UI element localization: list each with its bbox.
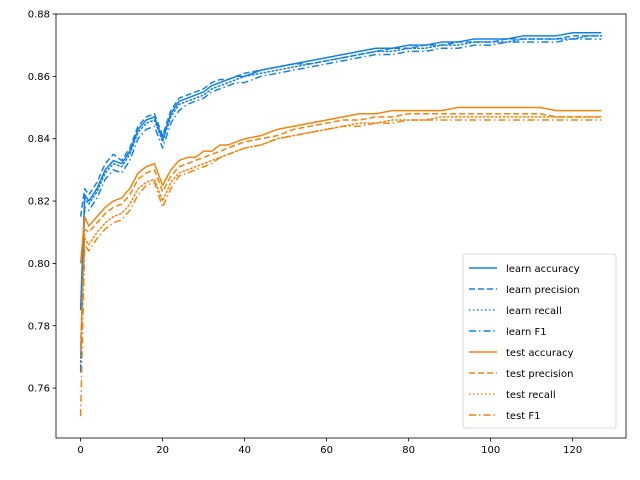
x-tick-label: 40 <box>238 445 251 456</box>
legend-label: learn precision <box>506 285 580 296</box>
x-tick-label: 100 <box>481 445 500 456</box>
legend-box <box>462 253 617 429</box>
x-tick-label: 80 <box>402 445 415 456</box>
legend-label: test precision <box>506 369 574 380</box>
x-tick-label: 20 <box>156 445 169 456</box>
series-line-test-accuracy <box>79 106 602 264</box>
legend-label: test recall <box>506 390 556 401</box>
series-layer <box>79 31 603 417</box>
series-line-test-precision <box>79 113 602 348</box>
x-tick-label: 0 <box>77 445 83 456</box>
y-tick-label: 0.78 <box>28 321 50 332</box>
legend-label: learn recall <box>506 306 562 317</box>
y-tick-label: 0.84 <box>28 134 50 145</box>
x-tick-label: 120 <box>563 445 582 456</box>
y-tick-label: 0.76 <box>28 384 50 395</box>
series-line-test-recall <box>79 116 603 352</box>
series-line-test-f1 <box>79 119 602 417</box>
series-line-learn-accuracy <box>79 31 602 311</box>
legend-label: test F1 <box>506 411 541 422</box>
legend-label: test accuracy <box>506 348 574 359</box>
y-tick-label: 0.86 <box>28 72 50 83</box>
y-tick-label: 0.88 <box>28 10 50 21</box>
legend: learn accuracy learn precision learn recal… <box>462 253 617 429</box>
y-tick-label: 0.80 <box>28 259 50 270</box>
series-line-learn-f1 <box>79 38 602 373</box>
series-line-learn-recall <box>79 35 603 368</box>
legend-label: learn accuracy <box>506 264 580 275</box>
x-tick-label: 60 <box>320 445 333 456</box>
legend-label: learn F1 <box>506 327 547 338</box>
y-tick-label: 0.82 <box>28 197 50 208</box>
series-line-learn-precision <box>79 35 602 217</box>
axes-layer: 0 20 40 60 80 100 120 0.76 0.78 0.80 0.82 0.84 0.86 0… <box>28 10 627 456</box>
axes-frame <box>55 13 627 439</box>
